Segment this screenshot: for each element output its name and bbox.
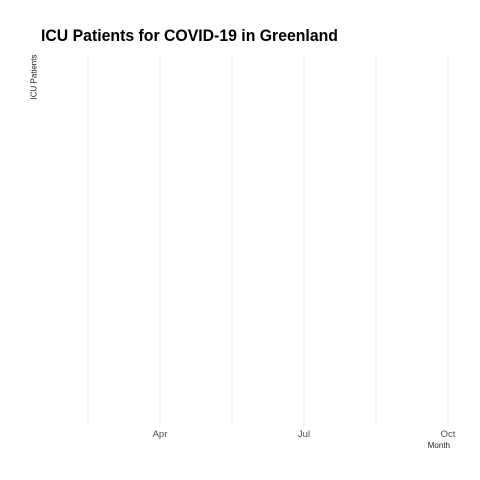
- chart-title: ICU Patients for COVID-19 in Greenland: [41, 26, 338, 45]
- x-axis-label: Month: [427, 441, 450, 450]
- x-tick-label: Jul: [298, 429, 310, 440]
- x-tick-label: Oct: [441, 429, 456, 440]
- x-tick-label: Apr: [153, 429, 168, 440]
